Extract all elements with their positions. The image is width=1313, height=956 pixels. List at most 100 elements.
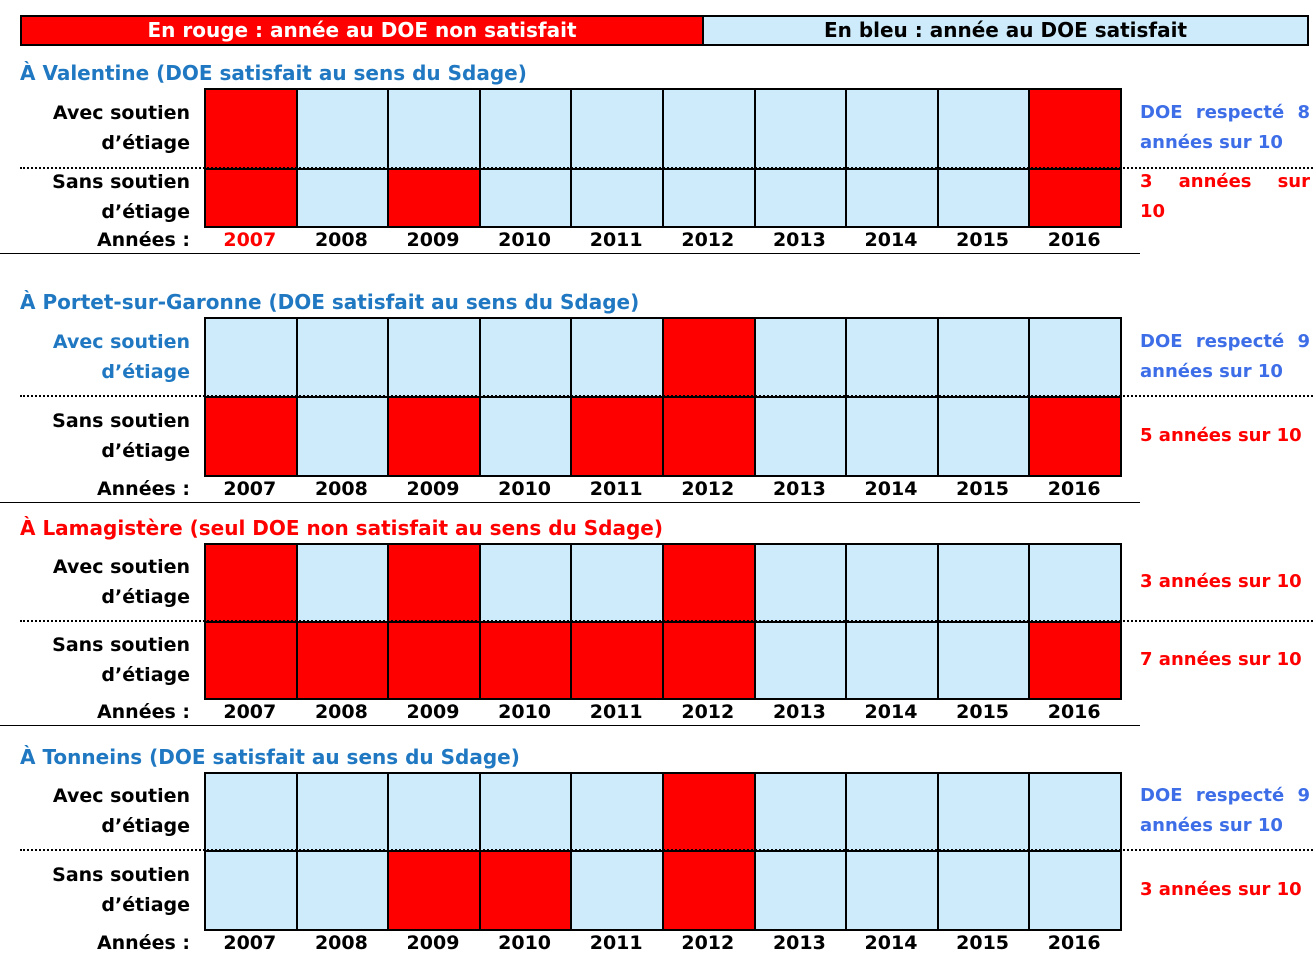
cell bbox=[570, 850, 664, 931]
year: 2008 bbox=[314, 229, 368, 251]
cell bbox=[753, 850, 848, 931]
year: 2013 bbox=[772, 701, 826, 723]
text-line: 3 années sur 10 bbox=[1140, 571, 1302, 592]
cell bbox=[478, 543, 573, 623]
cell bbox=[1028, 621, 1122, 700]
cell bbox=[753, 772, 848, 852]
years-label: Années : bbox=[96, 932, 190, 954]
row-label: Sans soutien d’étiage bbox=[0, 167, 190, 227]
cell bbox=[204, 317, 298, 398]
cell bbox=[570, 772, 664, 852]
text-line: Sans soutien bbox=[52, 863, 190, 886]
cell bbox=[936, 621, 1031, 700]
text-line: Sans soutien bbox=[52, 171, 190, 193]
year: 2011 bbox=[589, 701, 643, 723]
cell bbox=[936, 850, 1031, 931]
year: 2012 bbox=[681, 701, 735, 723]
cell bbox=[1028, 317, 1122, 398]
years-label: Années : bbox=[96, 229, 190, 251]
text-line: DOE respecté 8 bbox=[1140, 102, 1310, 123]
text-line: d’étiage bbox=[101, 663, 190, 686]
cell bbox=[204, 88, 298, 170]
year: 2009 bbox=[406, 701, 460, 723]
text-line: années sur 10 bbox=[1140, 815, 1283, 836]
year: 2011 bbox=[589, 478, 643, 500]
cell bbox=[845, 396, 939, 477]
cell bbox=[570, 317, 664, 398]
text-line: 7 années sur 10 bbox=[1140, 648, 1302, 670]
year: 2007 bbox=[223, 932, 277, 954]
cell bbox=[662, 168, 756, 228]
legend-red-text: En rouge : année au DOE non satisfait bbox=[147, 18, 577, 42]
years-label: Années : bbox=[96, 701, 190, 723]
text-line: d’étiage bbox=[101, 815, 190, 837]
text-line: années sur 10 bbox=[1140, 132, 1283, 153]
year: 2012 bbox=[681, 229, 735, 251]
year: 2008 bbox=[314, 701, 368, 723]
text-line: 3 années sur 10 bbox=[1140, 878, 1302, 900]
year: 2009 bbox=[406, 229, 460, 251]
cell bbox=[753, 621, 848, 700]
cell bbox=[387, 317, 481, 398]
text-line: Sans soutien bbox=[52, 409, 190, 432]
cell bbox=[662, 317, 756, 398]
cell bbox=[662, 621, 756, 700]
text-line: 5 années sur 10 bbox=[1140, 424, 1302, 446]
section-title: À Valentine (DOE satisfait au sens du Sd… bbox=[20, 61, 527, 85]
cell bbox=[570, 543, 664, 623]
cell bbox=[295, 543, 390, 623]
year: 2007 bbox=[223, 229, 277, 251]
cell bbox=[295, 168, 390, 228]
row-label: Sans soutien d’étiage bbox=[0, 860, 190, 920]
cell bbox=[478, 621, 573, 700]
cell bbox=[1028, 772, 1122, 852]
row-label: Sans soutien d’étiage bbox=[0, 630, 190, 690]
cell bbox=[204, 621, 298, 700]
cell bbox=[570, 88, 664, 170]
text-line: d’étiage bbox=[101, 360, 190, 383]
cell bbox=[845, 317, 939, 398]
year: 2014 bbox=[864, 932, 918, 954]
year: 2012 bbox=[681, 478, 735, 500]
row-label: Sans soutien d’étiage bbox=[0, 406, 190, 466]
legend-red: En rouge : année au DOE non satisfait bbox=[20, 15, 704, 46]
year: 2011 bbox=[589, 932, 643, 954]
cell bbox=[478, 850, 573, 931]
text-line: d’étiage bbox=[101, 132, 190, 154]
row-note: 7 années sur 10 bbox=[1140, 645, 1310, 675]
row-note: 3 années sur 10 bbox=[1140, 875, 1310, 905]
cell bbox=[662, 850, 756, 931]
cell bbox=[570, 621, 664, 700]
text-line: d’étiage bbox=[101, 201, 190, 223]
year: 2016 bbox=[1047, 932, 1101, 954]
cell bbox=[662, 396, 756, 477]
cell bbox=[753, 396, 848, 477]
cell bbox=[204, 543, 298, 623]
years-label: Années : bbox=[96, 478, 190, 500]
cell bbox=[753, 543, 848, 623]
cell bbox=[570, 396, 664, 477]
cell bbox=[478, 396, 573, 477]
section-title: À Portet-sur-Garonne (DOE satisfait au s… bbox=[20, 290, 640, 314]
cell bbox=[570, 168, 664, 228]
cell bbox=[936, 543, 1031, 623]
cell bbox=[204, 772, 298, 852]
text-line: 3 années sur bbox=[1140, 171, 1310, 192]
row-note: DOE respecté 9 années sur 10 bbox=[1140, 327, 1310, 387]
cell bbox=[662, 543, 756, 623]
text-line: années sur 10 bbox=[1140, 360, 1283, 382]
cell bbox=[295, 396, 390, 477]
cell bbox=[478, 168, 573, 228]
year: 2016 bbox=[1047, 701, 1101, 723]
row-label: Avec soutien d’étiage bbox=[0, 552, 190, 612]
row-label: Avec soutien d’étiage bbox=[0, 781, 190, 841]
text-line: DOE respecté 9 bbox=[1140, 330, 1310, 352]
year: 2010 bbox=[498, 701, 552, 723]
cell bbox=[204, 396, 298, 477]
year: 2014 bbox=[864, 229, 918, 251]
year: 2016 bbox=[1047, 478, 1101, 500]
text-line: d’étiage bbox=[101, 439, 190, 462]
year: 2007 bbox=[223, 701, 277, 723]
cell bbox=[845, 168, 939, 228]
